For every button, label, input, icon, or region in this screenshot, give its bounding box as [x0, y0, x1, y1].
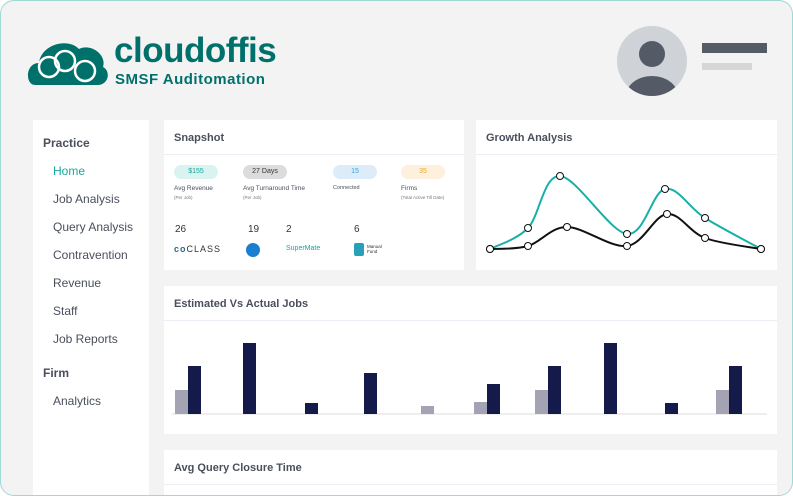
bar-actual[interactable] — [548, 366, 561, 414]
sidebar-section-practice: Practice — [43, 136, 90, 150]
avg-revenue-sub: (Per Job) — [174, 195, 193, 200]
data-point[interactable] — [757, 245, 765, 253]
sidebar: Practice Home Job Analysis Query Analysi… — [33, 120, 149, 495]
sidebar-item-revenue[interactable]: Revenue — [53, 276, 102, 290]
bar-actual[interactable] — [604, 343, 617, 414]
avg-turnaround-sub: (Per Job) — [243, 195, 262, 200]
user-name-placeholder — [702, 43, 767, 53]
jobs-card: Estimated Vs Actual Jobs — [164, 286, 777, 434]
bar-estimated[interactable] — [474, 402, 487, 414]
avg-revenue-label: Avg Revenue — [174, 185, 213, 192]
snapshot-title: Snapshot — [164, 120, 464, 155]
sidebar-item-query-analysis[interactable]: Query Analysis — [53, 220, 134, 234]
connected-label: Connected — [333, 185, 360, 191]
data-point[interactable] — [623, 230, 631, 238]
sidebar-item-staff[interactable]: Staff — [53, 304, 78, 318]
data-point[interactable] — [556, 172, 564, 180]
data-point[interactable] — [486, 245, 494, 253]
brand-name: cloudoffis — [114, 31, 277, 70]
data-point[interactable] — [701, 214, 709, 222]
query-card: Avg Query Closure Time — [164, 450, 777, 495]
data-point[interactable] — [701, 234, 709, 242]
supermate-logo: SuperMate — [286, 245, 321, 252]
bgl-logo-icon — [246, 243, 260, 257]
manual-fund-label: Manual Fund — [367, 244, 382, 254]
cloud-logo-icon — [27, 43, 108, 85]
bgl-count: 19 — [248, 224, 260, 235]
class-logo: coCLASS — [174, 244, 222, 254]
user-icon — [626, 41, 678, 96]
bar-actual[interactable] — [729, 366, 742, 414]
data-point[interactable] — [524, 224, 532, 232]
sidebar-item-contravention[interactable]: Contravention — [53, 248, 128, 262]
snapshot-card: Snapshot $155 Avg Revenue (Per Job) 27 D… — [164, 120, 464, 270]
data-point[interactable] — [623, 242, 631, 250]
data-point[interactable] — [563, 223, 571, 231]
brand-tagline: SMSF Auditomation — [115, 71, 266, 88]
bar-actual[interactable] — [188, 366, 201, 414]
avg-turnaround-pill: 27 Days — [243, 165, 287, 179]
bar-actual[interactable] — [305, 403, 318, 414]
data-point[interactable] — [661, 185, 669, 193]
sidebar-section-firm: Firm — [43, 366, 70, 380]
data-point[interactable] — [663, 210, 671, 218]
sidebar-item-home[interactable]: Home — [53, 164, 86, 178]
bar-estimated[interactable] — [716, 390, 729, 414]
sidebar-item-job-analysis[interactable]: Job Analysis — [53, 192, 120, 206]
bar-estimated[interactable] — [421, 406, 434, 414]
manual-fund-icon — [354, 243, 364, 256]
sidebar-item-analytics[interactable]: Analytics — [53, 394, 102, 408]
growth-line-chart — [486, 172, 765, 253]
bar-actual[interactable] — [243, 343, 256, 414]
series-line-teal — [489, 174, 762, 250]
sidebar-item-job-reports[interactable]: Job Reports — [53, 332, 118, 346]
jobs-title: Estimated Vs Actual Jobs — [164, 286, 777, 321]
growth-title: Growth Analysis — [476, 120, 777, 155]
firms-sub: (Total Active Till Date) — [401, 195, 445, 200]
class-count: 26 — [175, 224, 187, 235]
user-role-placeholder — [702, 63, 752, 70]
firms-pill: 35 — [401, 165, 445, 179]
avatar[interactable] — [617, 26, 687, 96]
bar-actual[interactable] — [665, 403, 678, 414]
bar-actual[interactable] — [364, 373, 377, 414]
avg-turnaround-label: Avg Turnaround Time — [243, 185, 306, 192]
jobs-bar-chart — [172, 343, 767, 415]
query-title: Avg Query Closure Time — [164, 450, 777, 485]
bar-actual[interactable] — [487, 384, 500, 414]
growth-card: Growth Analysis — [476, 120, 777, 270]
bar-estimated[interactable] — [175, 390, 188, 414]
supermate-count: 2 — [286, 224, 292, 235]
connected-pill: 15 — [333, 165, 377, 179]
firms-label: Firms — [401, 185, 418, 192]
bar-estimated[interactable] — [535, 390, 548, 414]
data-point[interactable] — [524, 242, 532, 250]
manual-count: 6 — [354, 224, 360, 235]
avg-revenue-pill: $155 — [174, 165, 218, 179]
